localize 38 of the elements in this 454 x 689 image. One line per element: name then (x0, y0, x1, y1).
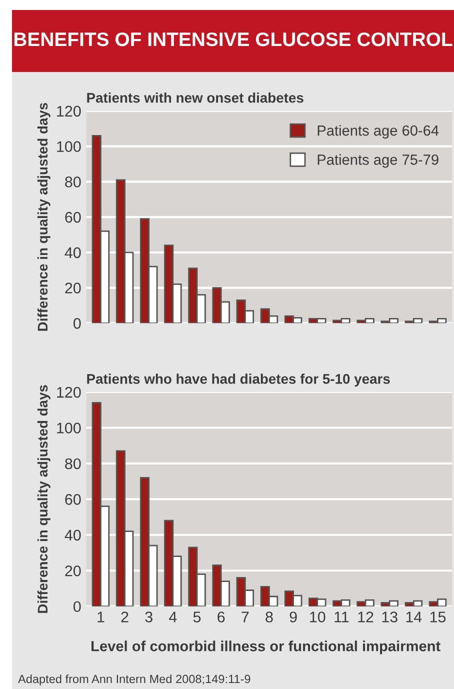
x-tick-label: 5 (193, 612, 201, 622)
chart-subtitle: Patients with new onset diabetes (87, 92, 304, 103)
x-axis-title: Level of comorbid illness or functional impairment (92, 640, 440, 654)
y-tick-label: 80 (65, 458, 81, 470)
y-tick-label: 60 (65, 212, 81, 223)
x-tick-label: 10 (310, 612, 326, 622)
y-tick-label: 0 (74, 318, 81, 329)
x-tick-label: 2 (121, 612, 128, 622)
y-tick-label: 120 (57, 386, 81, 398)
legend-label: Patients age 75-79 (318, 154, 438, 168)
y-tick-label: 120 (57, 106, 81, 117)
legend-label: Patients age 60-64 (318, 125, 439, 139)
text: Adapted from Ann Intern Med 2008;149:11-9 (18, 674, 250, 686)
y-tick-label: 100 (57, 141, 81, 152)
chart-title: BENEFITS OF INTENSIVE GLUCOSE CONTROL (14, 32, 452, 46)
y-axis-title: Difference in quality adjusted days (37, 102, 50, 331)
y-tick-label: 0 (74, 601, 81, 612)
y-tick-label: 40 (64, 530, 81, 541)
y-tick-label: 100 (57, 422, 81, 434)
y-tick-label: 40 (64, 247, 81, 258)
x-tick-label: 14 (406, 612, 422, 622)
x-tick-label: 6 (218, 612, 225, 622)
y-tick-label: 20 (65, 282, 81, 294)
x-tick-label: 11 (334, 612, 349, 622)
x-tick-label: 3 (145, 612, 152, 622)
x-tick-label: 9 (290, 612, 297, 622)
y-tick-label: 60 (65, 494, 81, 505)
y-tick-label: 20 (65, 565, 81, 576)
x-tick-label: 15 (430, 612, 446, 622)
x-tick-label: 13 (382, 612, 398, 622)
y-tick-label: 80 (65, 176, 81, 188)
chart-title: Patients who have had diabetes for 5-10 years (87, 374, 390, 387)
x-tick-label: 1 (98, 612, 104, 622)
x-tick-label: 4 (169, 612, 177, 622)
x-tick-label: 12 (358, 612, 374, 622)
y-axis-title: Difference in quality adjusted days (37, 385, 50, 613)
x-tick-label: 8 (266, 612, 273, 622)
x-tick-label: 7 (242, 612, 249, 622)
